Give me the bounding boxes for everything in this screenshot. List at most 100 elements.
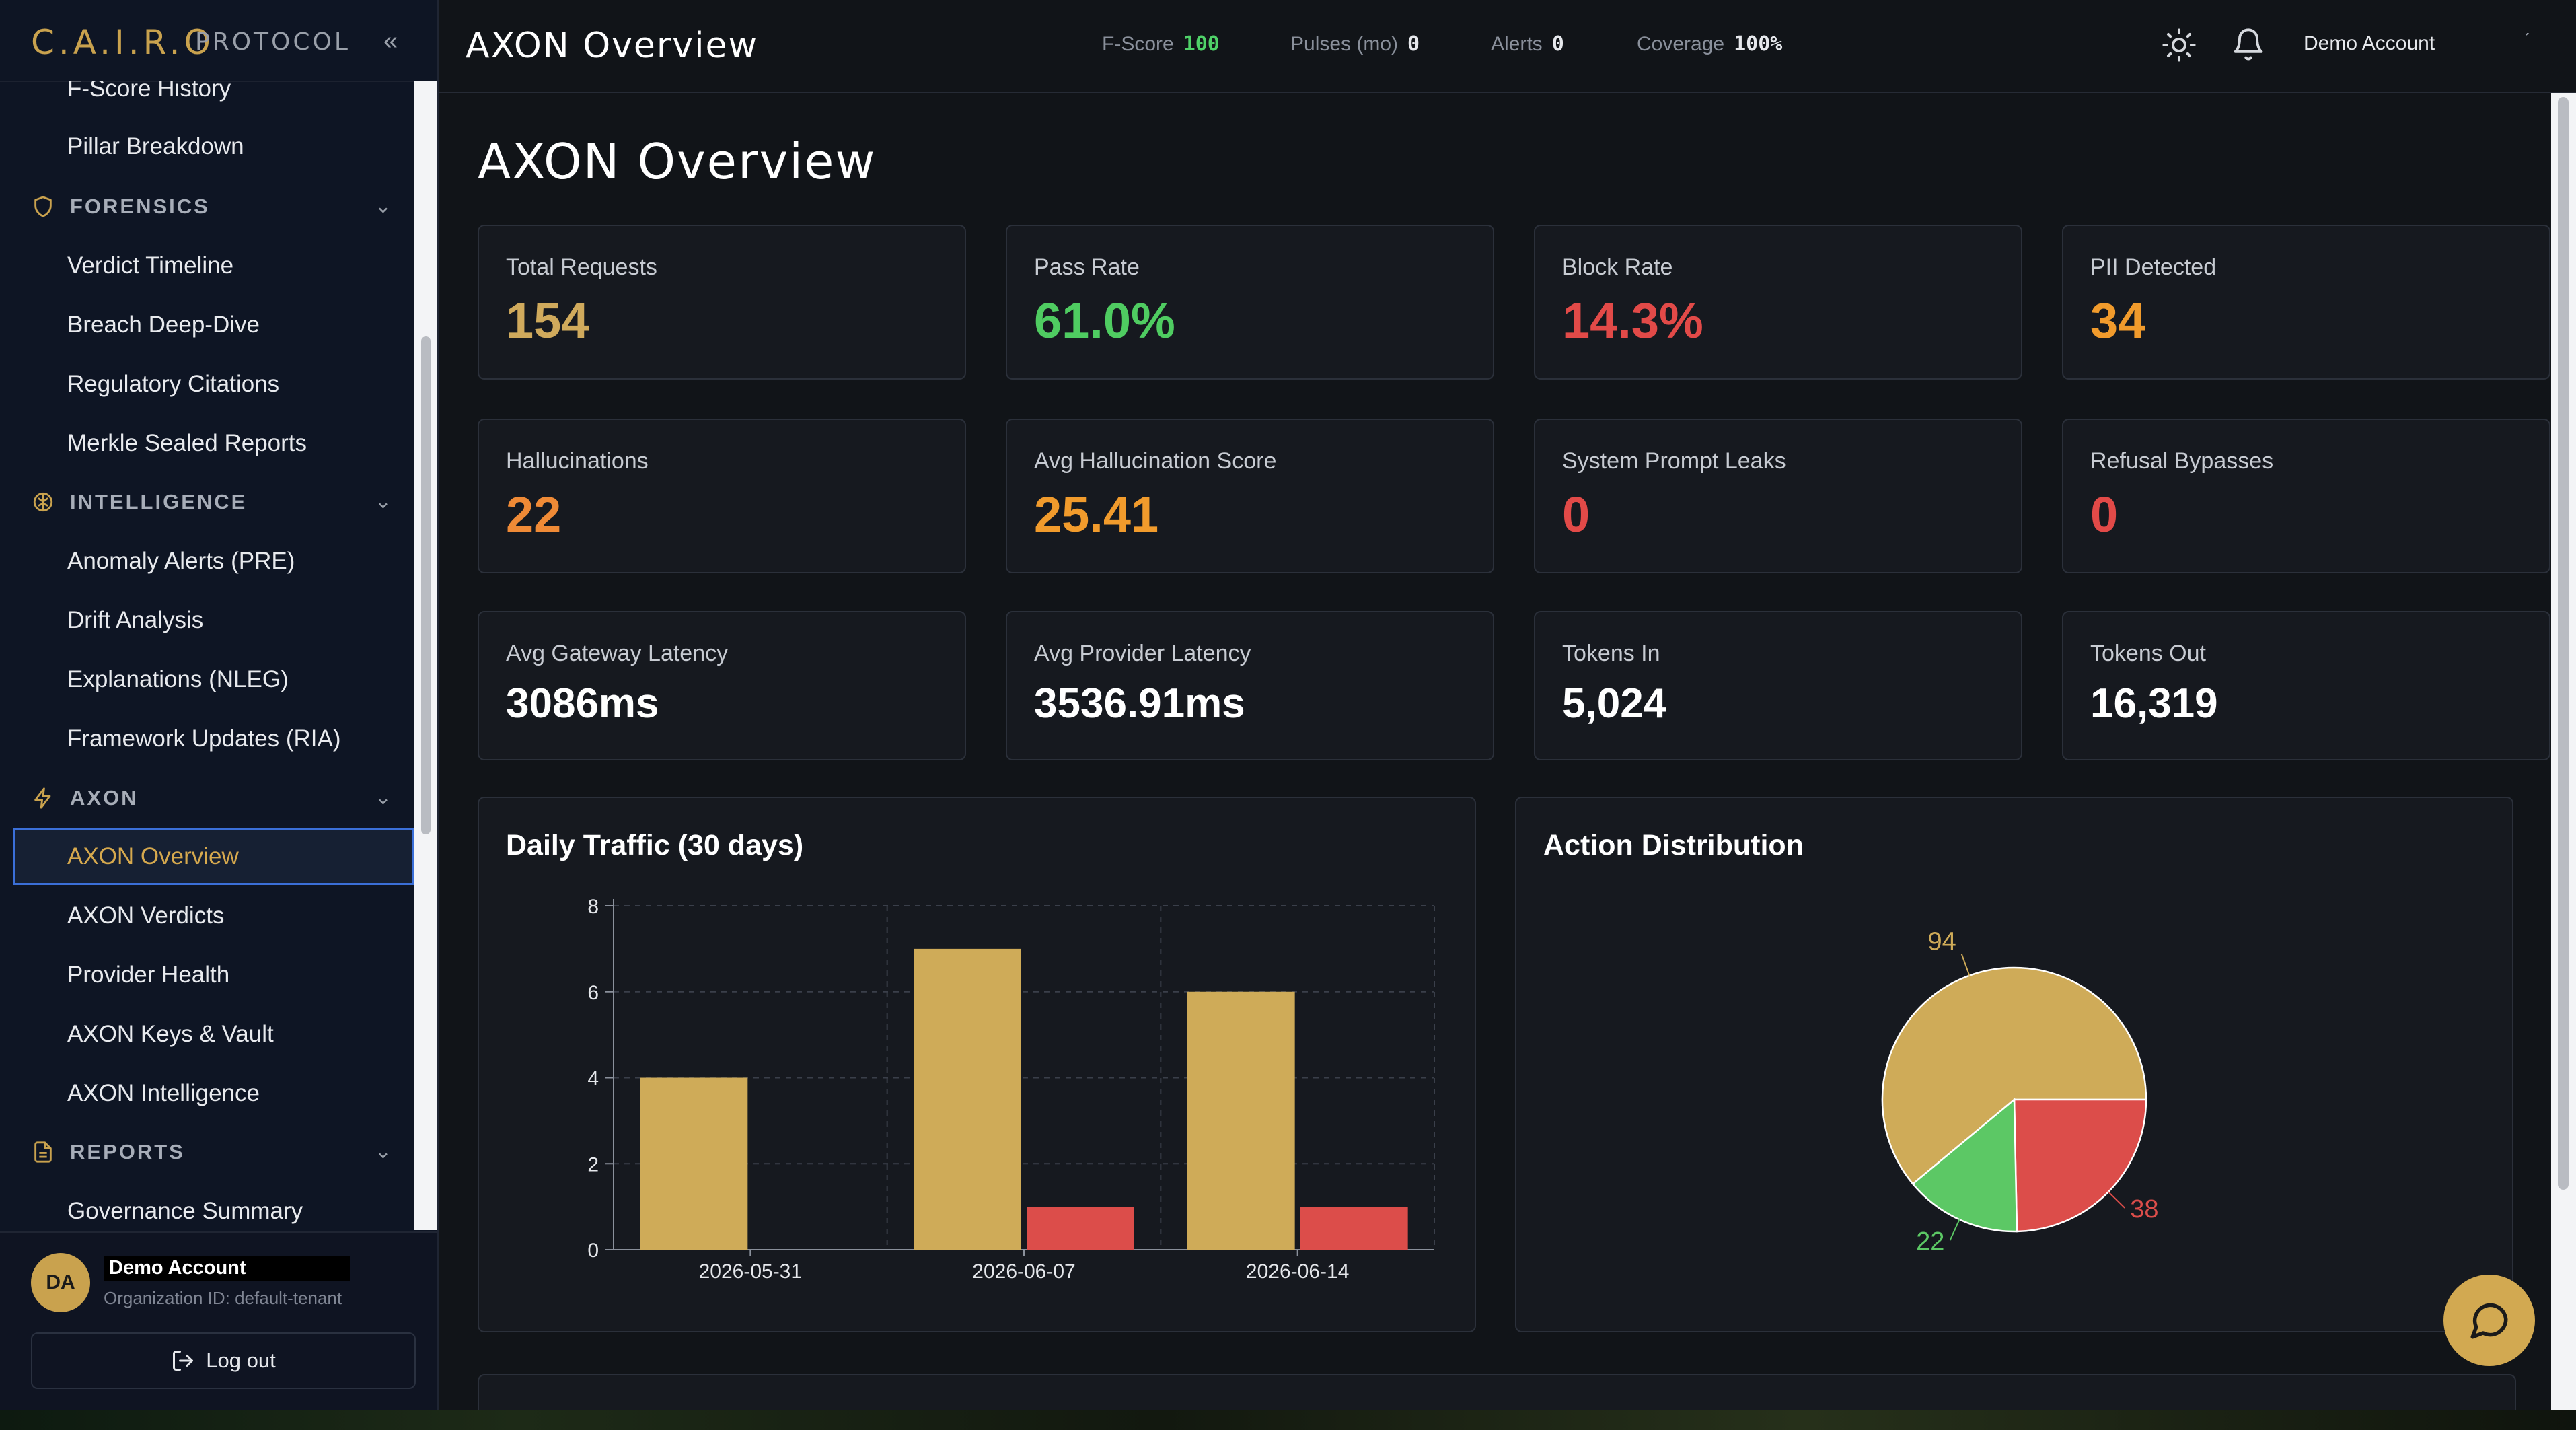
sidebar-section-forensics[interactable]: FORENSICS ⌄ (13, 178, 414, 235)
sidebar-section-reports[interactable]: REPORTS ⌄ (13, 1124, 414, 1180)
metric-label: Avg Gateway Latency (506, 641, 729, 666)
sidebar-item-regulatory-citations[interactable]: Regulatory Citations (67, 371, 280, 397)
metric-value: 14.3% (1562, 293, 1703, 349)
brand-logo[interactable]: C.A.I.R.O (31, 23, 215, 62)
y-tick-label: 6 (587, 982, 599, 1004)
action-distribution-chart: 94 38 22 (1881, 928, 2159, 1256)
next-panel (478, 1374, 2516, 1410)
main-scrollbar[interactable] (2551, 93, 2576, 1410)
account-menu-caret-icon[interactable]: ˊ (2524, 30, 2530, 50)
document-icon (30, 1124, 57, 1180)
metric-label: PII Detected (2090, 254, 2217, 280)
metric-label: System Prompt Leaks (1562, 448, 1786, 474)
chat-button[interactable] (2443, 1275, 2535, 1366)
daily-traffic-title: Daily Traffic (30 days) (506, 829, 804, 861)
sidebar-section-axon[interactable]: AXON ⌄ (13, 770, 414, 826)
metric-value: 34 (2090, 293, 2146, 349)
stat-label: Coverage (1637, 33, 1725, 55)
metric-value: 16,319 (2090, 680, 2218, 727)
sidebar-section-label: FORENSICS (70, 194, 210, 218)
pie-label-leader (1949, 1219, 1960, 1241)
sidebar-item-axon-verdicts[interactable]: AXON Verdicts (67, 902, 225, 929)
chevron-down-icon: ⌄ (374, 1141, 392, 1163)
metric-card: Avg Gateway Latency 3086ms (478, 611, 966, 760)
sidebar-item-governance-summary[interactable]: Governance Summary (67, 1198, 303, 1224)
sidebar-item-drift-analysis[interactable]: Drift Analysis (67, 607, 204, 633)
sidebar-section-label: REPORTS (70, 1140, 185, 1164)
sidebar-item-axon-intelligence[interactable]: AXON Intelligence (67, 1080, 260, 1106)
bar[interactable] (1300, 1207, 1408, 1250)
pie-slice[interactable] (1911, 1098, 2018, 1233)
sidebar-item-provider-health[interactable]: Provider Health (67, 962, 230, 988)
daily-traffic-chart: 0 2 4 6 8 2026-05-31 2026-06-07 2026-06-14 (587, 896, 1435, 1283)
sidebar-item-axon-keys-vault[interactable]: AXON Keys & Vault (67, 1021, 274, 1047)
metric-label: Pass Rate (1034, 254, 1140, 280)
brain-icon (30, 474, 57, 530)
chat-bubble-icon (2470, 1303, 2508, 1339)
sidebar-section-label: AXON (70, 786, 139, 810)
action-distribution-panel: Action Distribution 94 38 22 (1515, 797, 2513, 1332)
metric-card: Tokens Out 16,319 (2062, 611, 2550, 760)
metric-label: Tokens In (1562, 641, 1660, 666)
x-tick-label: 2026-06-07 (972, 1260, 1075, 1283)
sidebar-item-pillar-breakdown[interactable]: Pillar Breakdown (67, 133, 244, 159)
lightning-icon (30, 770, 57, 826)
stat-label: Alerts (1491, 33, 1543, 55)
metric-label: Avg Hallucination Score (1034, 448, 1277, 474)
bar[interactable] (1187, 991, 1295, 1250)
brand-suffix: PROTOCOL (195, 28, 351, 56)
metric-label: Hallucinations (506, 448, 649, 474)
sidebar-item-merkle-sealed-reports[interactable]: Merkle Sealed Reports (67, 430, 307, 456)
pie-data-label: 38 (2130, 1195, 2158, 1223)
pie-slice[interactable] (1881, 966, 2147, 1186)
logout-label: Log out (206, 1349, 276, 1372)
sidebar-item-axon-overview[interactable]: AXON Overview (13, 828, 414, 885)
stat-coverage: Coverage 100% (1637, 32, 1782, 56)
metric-card: Pass Rate 61.0% (1006, 225, 1494, 380)
chevron-down-icon: ⌄ (374, 195, 392, 217)
sidebar-item-f-score-history[interactable]: F-Score History (67, 81, 231, 102)
stat-alerts: Alerts 0 (1491, 32, 1564, 56)
avatar[interactable]: DA (31, 1253, 90, 1312)
sidebar-scrollbar[interactable] (414, 81, 437, 1230)
main-content: AXON Overview Total Requests 154 Pass Rate… (439, 93, 2551, 1410)
metric-value: 0 (2090, 487, 2119, 542)
metric-label: Tokens Out (2090, 641, 2206, 666)
metric-value: 61.0% (1034, 293, 1175, 349)
pie-label-leader (2108, 1191, 2125, 1209)
y-tick-label: 0 (587, 1240, 599, 1262)
bar[interactable] (1027, 1207, 1134, 1250)
main-scrollbar-thumb[interactable] (2558, 97, 2569, 1190)
account-menu-label[interactable]: Demo Account (2304, 32, 2435, 55)
pie-data-label: 22 (1916, 1227, 1944, 1256)
sidebar-item-explanations[interactable]: Explanations (NLEG) (67, 666, 289, 692)
sidebar-section-label: INTELLIGENCE (70, 490, 248, 513)
metric-value: 0 (1562, 487, 1590, 542)
metric-card: Avg Provider Latency 3536.91ms (1006, 611, 1494, 760)
sidebar-scrollbar-thumb[interactable] (421, 336, 431, 834)
theme-toggle-icon[interactable] (2161, 27, 2197, 63)
page-title: AXON Overview (478, 133, 877, 190)
sidebar-item-anomaly-alerts[interactable]: Anomaly Alerts (PRE) (67, 548, 295, 574)
x-tick-label: 2026-06-14 (1246, 1260, 1349, 1283)
sidebar-item-framework-updates[interactable]: Framework Updates (RIA) (67, 725, 341, 752)
metric-card: Avg Hallucination Score 25.41 (1006, 419, 1494, 573)
metric-value: 154 (506, 293, 589, 349)
y-tick-label: 4 (587, 1068, 599, 1090)
notifications-bell-icon[interactable] (2231, 27, 2266, 62)
organization-id: Organization ID: default-tenant (104, 1288, 342, 1308)
stat-f-score: F-Score 100 (1102, 32, 1220, 56)
bar[interactable] (640, 1077, 748, 1250)
metric-card: Tokens In 5,024 (1534, 611, 2022, 760)
action-distribution-title: Action Distribution (1543, 829, 1804, 861)
pie-slice[interactable] (2013, 1098, 2147, 1233)
sidebar-item-verdict-timeline[interactable]: Verdict Timeline (67, 252, 234, 279)
bar[interactable] (914, 948, 1021, 1250)
daily-traffic-panel: Daily Traffic (30 days) 0 2 4 6 8 2026-05-31 2… (478, 797, 1476, 1332)
logout-button[interactable]: Log out (31, 1332, 416, 1389)
collapse-sidebar-icon[interactable]: « (383, 27, 398, 55)
sidebar-item-breach-deep-dive[interactable]: Breach Deep-Dive (67, 312, 260, 338)
pie-label-leader (1960, 954, 1971, 976)
sidebar: C.A.I.R.O PROTOCOL « F-Score History Pill… (0, 0, 439, 1411)
sidebar-section-intelligence[interactable]: INTELLIGENCE ⌄ (13, 474, 414, 530)
